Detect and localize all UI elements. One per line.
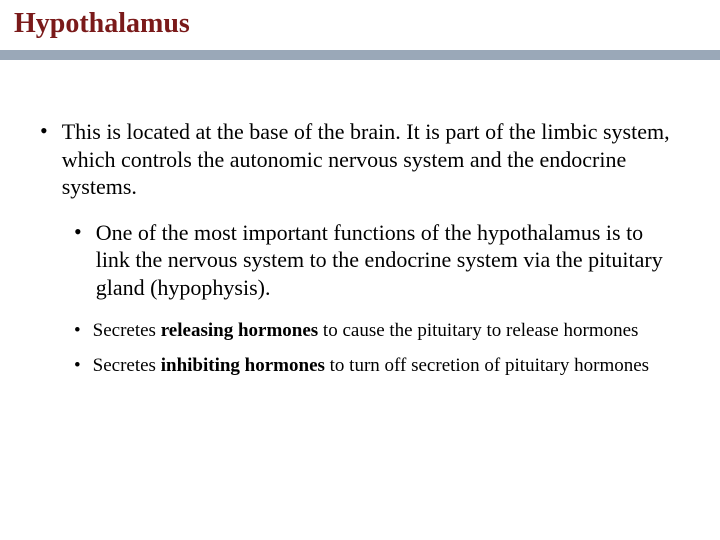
bullet-dot-icon: • <box>40 118 48 144</box>
bullet-text: Secretes inhibiting hormones to turn off… <box>93 354 649 379</box>
bullet-text-post: to turn off secretion of pituitary hormo… <box>325 355 649 376</box>
content-area: • This is located at the base of the bra… <box>0 60 720 378</box>
bullet-text-pre: Secretes <box>93 320 161 341</box>
bullet-text-pre: Secretes <box>93 355 161 376</box>
page-title: Hypothalamus <box>14 8 706 40</box>
bullet-text: This is located at the base of the brain… <box>62 118 680 201</box>
bullet-dot-icon: • <box>74 354 81 378</box>
bullet-level3: • Secretes releasing hormones to cause t… <box>74 319 680 344</box>
bullet-dot-icon: • <box>74 219 82 245</box>
bullet-text: One of the most important functions of t… <box>96 219 680 302</box>
bullet-level2: • One of the most important functions of… <box>74 219 680 302</box>
bullet-level3: • Secretes inhibiting hormones to turn o… <box>74 354 680 379</box>
bullet-dot-icon: • <box>74 319 81 343</box>
slide: Hypothalamus • This is located at the ba… <box>0 0 720 540</box>
title-area: Hypothalamus <box>0 0 720 46</box>
bullet-text-post: to cause the pituitary to release hormon… <box>318 320 638 341</box>
bullet-text-bold: releasing hormones <box>161 320 318 341</box>
title-divider <box>0 50 720 60</box>
bullet-text: Secretes releasing hormones to cause the… <box>93 319 639 344</box>
bullet-level1: • This is located at the base of the bra… <box>40 118 680 201</box>
bullet-text-bold: inhibiting hormones <box>161 355 325 376</box>
